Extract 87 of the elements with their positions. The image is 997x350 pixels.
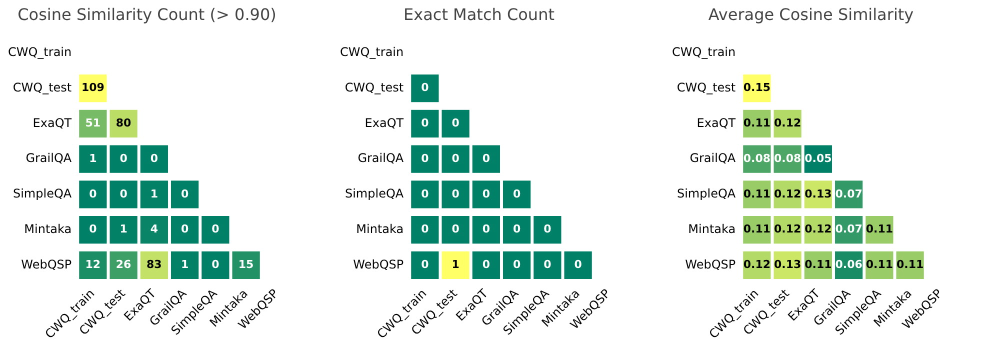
data-label: 0 bbox=[482, 258, 490, 271]
data-label: 0 bbox=[512, 258, 521, 271]
data-label: 0.05 bbox=[804, 152, 832, 165]
data-label: 0 bbox=[421, 187, 430, 200]
data-label: 109 bbox=[81, 81, 104, 94]
data-label: 0 bbox=[421, 116, 430, 130]
data-label: 0 bbox=[212, 222, 220, 236]
data-label: 1 bbox=[150, 187, 158, 200]
y-tick-label: CWQ_train bbox=[672, 45, 736, 60]
data-label: 0 bbox=[150, 152, 158, 165]
y-tick-label: CWQ_train bbox=[340, 45, 404, 60]
data-label: 0 bbox=[120, 187, 128, 200]
y-tick-label: SimpleQA bbox=[344, 186, 404, 201]
y-tick-label: ExaQT bbox=[696, 116, 736, 130]
chart-title: Cosine Similarity Count (> 0.90) bbox=[18, 4, 276, 24]
data-label: 0 bbox=[482, 152, 490, 165]
data-label: 0 bbox=[482, 187, 490, 200]
y-tick-label: WebQSP bbox=[353, 257, 404, 272]
data-label: 0 bbox=[452, 116, 460, 130]
data-label: 1 bbox=[120, 222, 128, 236]
y-tick-label: Mintaka bbox=[688, 222, 736, 236]
data-label: 0 bbox=[421, 152, 430, 165]
data-label: 0.12 bbox=[743, 258, 771, 271]
data-label: 0.07 bbox=[835, 222, 862, 236]
data-label: 0.08 bbox=[774, 152, 802, 165]
data-label: 0.11 bbox=[896, 258, 924, 271]
data-label: 0 bbox=[180, 222, 189, 236]
data-label: 0 bbox=[421, 258, 430, 271]
data-label: 0.06 bbox=[835, 258, 863, 271]
data-label: 12 bbox=[85, 258, 101, 271]
y-tick-label: SimpleQA bbox=[12, 186, 72, 201]
y-tick-label: GrailQA bbox=[358, 151, 404, 166]
data-label: 0.11 bbox=[866, 222, 894, 236]
data-label: 1 bbox=[180, 258, 189, 271]
data-label: 0 bbox=[421, 81, 430, 94]
data-label: 0 bbox=[452, 187, 460, 200]
y-tick-label: CWQ_test bbox=[12, 80, 72, 94]
data-label: 83 bbox=[146, 258, 162, 271]
data-label: 0.11 bbox=[743, 116, 771, 130]
data-label: 0 bbox=[89, 187, 98, 200]
data-label: 0 bbox=[482, 222, 490, 236]
data-label: 0 bbox=[212, 258, 220, 271]
y-tick-label: Mintaka bbox=[356, 222, 404, 236]
data-label: 0.13 bbox=[804, 187, 832, 200]
data-label: 0.11 bbox=[804, 258, 832, 271]
data-label: 0.12 bbox=[774, 116, 802, 130]
data-label: 1 bbox=[89, 152, 97, 165]
y-tick-label: ExaQT bbox=[364, 116, 404, 130]
data-label: 0.11 bbox=[743, 187, 771, 200]
y-tick-label: Mintaka bbox=[24, 222, 72, 236]
data-label: 0.07 bbox=[835, 187, 862, 200]
y-tick-label: CWQ_test bbox=[344, 80, 404, 94]
y-tick-label: SimpleQA bbox=[676, 186, 736, 201]
data-label: 0.15 bbox=[743, 81, 771, 94]
y-tick-label: GrailQA bbox=[26, 151, 72, 166]
data-label: 0 bbox=[574, 258, 582, 271]
data-label: 4 bbox=[150, 222, 158, 236]
data-label: 0 bbox=[452, 152, 460, 165]
data-label: 0.11 bbox=[866, 258, 894, 271]
data-label: 0.13 bbox=[774, 258, 802, 271]
data-label: 0 bbox=[180, 187, 189, 200]
y-tick-label: CWQ_train bbox=[8, 45, 72, 60]
data-label: 0 bbox=[544, 222, 552, 236]
data-label: 0.08 bbox=[743, 152, 771, 165]
data-label: 80 bbox=[116, 116, 132, 130]
chart-title: Exact Match Count bbox=[404, 4, 554, 24]
data-label: 1 bbox=[452, 258, 460, 271]
data-label: 0 bbox=[544, 258, 552, 271]
data-label: 0 bbox=[512, 222, 521, 236]
data-label: 0 bbox=[512, 187, 521, 200]
data-label: 0 bbox=[120, 152, 128, 165]
data-label: 0.12 bbox=[774, 187, 802, 200]
data-label: 0.11 bbox=[743, 222, 771, 236]
data-label: 0.12 bbox=[774, 222, 802, 236]
y-tick-label: ExaQT bbox=[32, 116, 72, 130]
y-tick-label: WebQSP bbox=[685, 257, 736, 272]
data-label: 15 bbox=[238, 258, 254, 271]
data-label: 0 bbox=[421, 222, 430, 236]
y-tick-label: GrailQA bbox=[690, 151, 736, 166]
y-tick-label: WebQSP bbox=[21, 257, 72, 272]
y-tick-label: CWQ_test bbox=[676, 80, 736, 94]
data-label: 26 bbox=[116, 258, 132, 271]
data-label: 0 bbox=[89, 222, 98, 236]
data-label: 0.12 bbox=[804, 222, 832, 236]
data-label: 0 bbox=[452, 222, 460, 236]
chart-title: Average Cosine Similarity bbox=[708, 4, 914, 24]
data-label: 51 bbox=[85, 116, 101, 130]
